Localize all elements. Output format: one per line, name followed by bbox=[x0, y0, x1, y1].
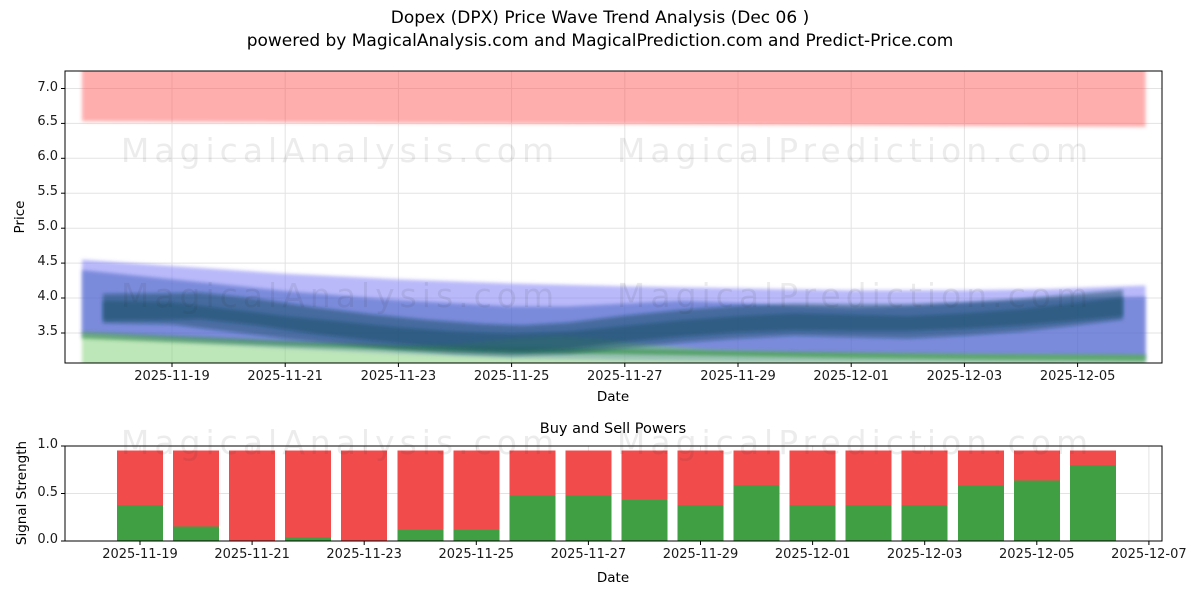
buy-bar bbox=[173, 526, 220, 541]
buy-bar bbox=[1013, 480, 1060, 541]
top-x-tick-label: 2025-11-19 bbox=[134, 369, 210, 384]
top-x-tick-label: 2025-11-25 bbox=[473, 369, 550, 384]
sell-bar bbox=[901, 450, 948, 505]
bottom-y-tick-label: 0.0 bbox=[37, 532, 58, 547]
top-x-tick-label: 2025-11-21 bbox=[247, 369, 323, 384]
buy-bar bbox=[509, 495, 556, 541]
buy-bar bbox=[901, 504, 948, 541]
top-x-tick-label: 2025-11-27 bbox=[587, 369, 663, 384]
bottom-x-tick-label: 2025-11-23 bbox=[326, 547, 402, 562]
top-xlabel: Date bbox=[596, 389, 630, 405]
top-y-tick-label: 6.0 bbox=[37, 149, 58, 165]
bottom-x-tick-label: 2025-11-29 bbox=[662, 547, 739, 562]
sell-bar bbox=[789, 450, 836, 505]
bottom-x-tick-label: 2025-12-05 bbox=[999, 547, 1075, 562]
sell-bar bbox=[229, 450, 276, 541]
green-trend-band bbox=[82, 331, 1146, 361]
resistance-zone bbox=[82, 71, 1146, 127]
sell-bar bbox=[397, 450, 444, 531]
top-x-tick-label: 2025-12-01 bbox=[813, 369, 889, 384]
buy-bar bbox=[117, 504, 163, 541]
bottom-chart-title: Buy and Sell Powers bbox=[539, 421, 687, 437]
bottom-x-tick-label: 2025-11-19 bbox=[102, 547, 178, 562]
wm-row-2-right-watermark: MagicalPrediction.com bbox=[616, 276, 1094, 315]
buy-bar bbox=[285, 537, 332, 541]
buy-bar bbox=[565, 495, 612, 541]
top-y-tick-label: 5.5 bbox=[37, 184, 58, 200]
figure-title: Dopex (DPX) Price Wave Trend Analysis (D… bbox=[390, 8, 810, 28]
price-wave-upper bbox=[102, 289, 1123, 352]
sell-bar bbox=[733, 450, 780, 485]
top-x-tick-label: 2025-12-03 bbox=[926, 369, 1003, 384]
sell-bar bbox=[677, 450, 724, 505]
sell-bar bbox=[845, 450, 892, 505]
sell-bar bbox=[957, 450, 1004, 486]
bottom-x-tick-label: 2025-11-25 bbox=[438, 547, 515, 562]
sell-bar bbox=[285, 450, 332, 538]
sell-bar bbox=[1013, 450, 1060, 481]
price-wave-lower bbox=[102, 297, 1123, 356]
sell-bar bbox=[621, 450, 668, 501]
top-y-tick-label: 6.5 bbox=[37, 114, 58, 130]
buy-bar bbox=[397, 530, 444, 541]
bottom-x-tick-label: 2025-12-07 bbox=[1111, 547, 1187, 562]
wm-row-1-right-watermark: MagicalPrediction.com bbox=[616, 131, 1094, 170]
bottom-x-tick-label: 2025-11-21 bbox=[214, 547, 290, 562]
bottom-y-tick-label: 0.5 bbox=[37, 484, 58, 500]
figure-subtitle: powered by MagicalAnalysis.com and Magic… bbox=[246, 31, 954, 51]
buy-bar bbox=[1069, 464, 1116, 541]
spines bbox=[61, 70, 1163, 545]
sell-bar bbox=[509, 450, 556, 496]
wm-row-3-left-watermark: MagicalAnalysis.com bbox=[120, 423, 560, 462]
buy-sell-bars bbox=[117, 450, 1116, 541]
wm-row-1-left-watermark: MagicalAnalysis.com bbox=[120, 131, 560, 170]
buy-bar bbox=[789, 504, 836, 541]
top-ylabel: Price bbox=[12, 200, 28, 234]
wm-row-3-right-watermark: MagicalPrediction.com bbox=[616, 423, 1094, 462]
top-y-tick-label: 5.0 bbox=[37, 219, 58, 235]
top-x-tick-label: 2025-11-23 bbox=[360, 369, 437, 384]
buy-bar bbox=[957, 485, 1004, 541]
buy-bar bbox=[621, 500, 668, 541]
buy-bar bbox=[845, 504, 892, 541]
wm-row-2-left-watermark: MagicalAnalysis.com bbox=[120, 276, 560, 315]
buy-bar bbox=[677, 504, 724, 541]
bottom-x-tick-label: 2025-12-03 bbox=[886, 547, 963, 562]
top-y-tick-label: 4.5 bbox=[37, 254, 58, 270]
top-y-tick-label: 7.0 bbox=[37, 79, 58, 95]
top-x-tick-label: 2025-11-29 bbox=[700, 369, 776, 384]
buy-bar bbox=[733, 484, 780, 541]
top-y-tick-label: 4.0 bbox=[37, 289, 58, 304]
buy-bar bbox=[453, 530, 500, 541]
top-x-tick-label: 2025-12-05 bbox=[1039, 369, 1116, 384]
sell-bar bbox=[173, 450, 220, 527]
sell-bar bbox=[117, 450, 163, 505]
bottom-x-tick-label: 2025-12-01 bbox=[774, 547, 851, 562]
bottom-x-tick-label: 2025-11-27 bbox=[550, 547, 627, 562]
sell-bar bbox=[453, 450, 500, 531]
sell-bar bbox=[565, 450, 612, 496]
bottom-ylabel: Signal Strength bbox=[14, 440, 30, 546]
top-y-tick-label: 3.5 bbox=[37, 324, 58, 339]
sell-bar bbox=[341, 450, 388, 541]
price-bands bbox=[82, 71, 1146, 363]
bottom-xlabel: Date bbox=[596, 570, 630, 586]
sell-bar bbox=[1069, 450, 1116, 465]
bottom-y-tick-label: 1.0 bbox=[37, 437, 58, 452]
